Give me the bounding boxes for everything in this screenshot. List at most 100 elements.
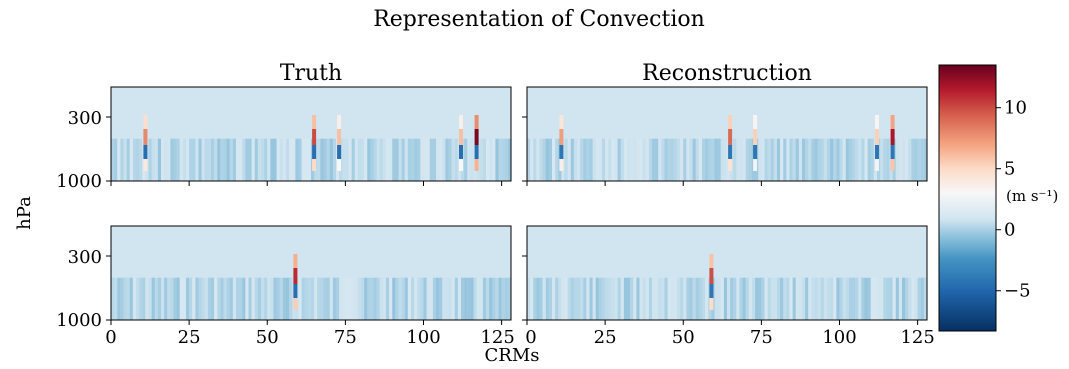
stripe-cell [683,277,687,320]
stripe-cell [229,277,233,320]
stripe-cell [705,277,709,320]
stripe-cell [326,277,330,320]
stripe-cell [670,277,674,320]
convection-cell [709,298,714,310]
stripe-cell [442,277,446,320]
stripe-cell [414,277,418,320]
stripe-cell [627,138,631,181]
stripe-cell [214,277,218,320]
stripe-cell [479,138,483,181]
stripe-cell [586,138,590,181]
stripe-cell [758,138,762,181]
x-tick-label: 75 [750,327,773,348]
stripe-cell [580,277,584,320]
stripe-cell [257,138,262,181]
stripe-cell [886,138,890,181]
stripe-cell [845,277,849,320]
stripe-cell [423,138,427,181]
stripe-cell [320,277,324,320]
x-tick-label: 50 [256,327,279,348]
convection-cell [337,145,342,159]
convection-cell [890,129,895,145]
stripe-cell [311,277,315,320]
stripe-cell [439,138,443,181]
stripe-cell [120,138,124,181]
stripe-cell [379,138,383,181]
stripe-cell [752,277,756,320]
stripe-cell [489,277,493,320]
convection-cell [474,145,479,159]
stripe-cell [354,138,358,181]
stripe-cell [204,277,208,320]
stripe-cell [476,277,480,320]
stripe-cell [201,138,205,181]
stripe-cell [289,277,293,320]
stripe-cell [298,277,302,320]
stripe-cell [808,138,812,181]
stripe-cell [204,138,208,181]
stripe-cell [232,138,237,181]
stripe-cell [136,138,140,181]
stripe-cell [492,138,496,181]
stripe-cell [339,277,343,320]
x-tick-label: 125 [900,327,934,348]
stripe-cell [573,277,578,320]
stripe-cell [129,277,133,320]
colorbar-tick-label: 0 [1004,220,1015,241]
stripe-cell [564,277,568,320]
stripe-cell [186,138,190,181]
stripe-cell [908,277,912,320]
stripe-cell [154,138,158,181]
stripe-cell [382,277,387,320]
stripe-cell [404,138,408,181]
stripe-cell [923,138,928,181]
stripe-cell [658,138,662,181]
stripe-cell [432,138,437,181]
stripe-cell [786,277,790,320]
stripe-cell [533,138,537,181]
stripe-cell [598,277,603,320]
stripe-cell [802,277,806,320]
stripe-cell [548,277,553,320]
stripe-cell [423,277,427,320]
stripe-cell [727,277,731,320]
stripe-cell [154,277,158,320]
stripe-cell [917,138,921,181]
stripe-cell [470,138,474,181]
stripe-cell [867,277,871,320]
stripe-cell [730,277,734,320]
stripe-cell [880,138,884,181]
convection-cell [728,129,733,145]
stripe-cell [708,138,712,181]
stripe-cell [342,138,346,181]
stripe-cell [842,277,846,320]
stripe-cell [111,138,115,181]
stripe-cell [276,138,280,181]
stripe-cell [755,277,759,320]
stripe-cell [226,138,230,181]
stripe-cell [161,277,165,320]
stripe-cell [680,138,684,181]
stripe-cell [592,138,596,181]
stripe-cell [630,138,634,181]
convection-cell [709,284,714,298]
stripe-cell [164,138,168,181]
stripe-cell [257,277,262,320]
panel-recon-top-frame [526,86,928,182]
stripe-cell [820,138,824,181]
stripe-cell [530,277,534,320]
stripe-cell [386,138,390,181]
stripe-cell [245,138,249,181]
stripe-cell [695,277,699,320]
convection-cell [312,145,317,159]
stripe-cell [636,277,640,320]
stripe-cell [870,138,874,181]
convection-cell [459,115,463,129]
stripe-cell [739,138,743,181]
stripe-cell [289,138,293,181]
stripe-cell [720,138,724,181]
stripe-cell [655,277,659,320]
stripe-cell [395,138,399,181]
convection-cell [559,115,564,129]
stripe-cell [167,138,171,181]
